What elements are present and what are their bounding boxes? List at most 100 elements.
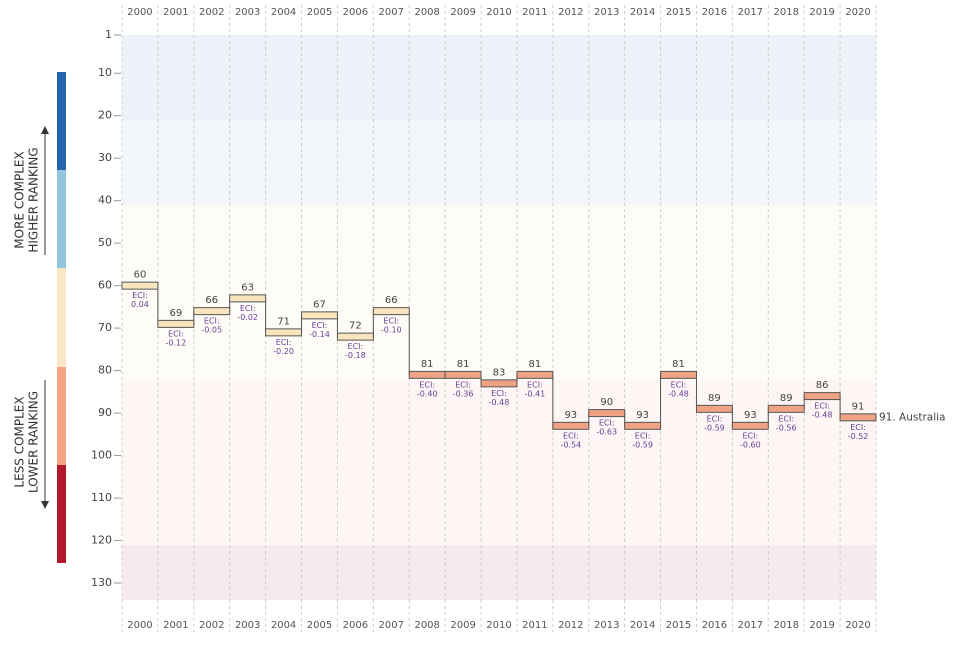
rank-step [121, 281, 159, 290]
x-tick-label: 2017 [738, 7, 763, 18]
eci-label: -0.59 [632, 440, 653, 449]
eci-prefix: ECI: [527, 380, 543, 389]
eci-label: -0.54 [560, 440, 581, 449]
eci-prefix: ECI: [348, 342, 364, 351]
x-tick-label: 2000 [127, 7, 152, 18]
rank-label: 83 [493, 367, 506, 378]
rank-step [480, 379, 518, 388]
rank-label: 71 [277, 316, 290, 327]
rank-step [336, 332, 374, 341]
side-label: LESS COMPLEX [13, 396, 27, 487]
y-tick-label: 1 [105, 28, 112, 41]
x-tick-label: 2013 [594, 620, 619, 631]
eci-label: -0.10 [381, 326, 402, 335]
y-tick-label: 70 [98, 321, 112, 334]
rank-step [767, 404, 805, 413]
rank-label: 89 [780, 393, 793, 404]
side-label: MORE COMPLEX [13, 151, 27, 248]
x-tick-label: 2005 [307, 620, 332, 631]
eci-label: -0.52 [848, 432, 869, 441]
y-tick-label: 120 [91, 534, 112, 547]
rank-step [839, 413, 877, 422]
eci-prefix: ECI: [742, 431, 758, 440]
x-tick-label: 2019 [809, 620, 834, 631]
rank-step [588, 409, 626, 418]
x-tick-label: 2010 [486, 620, 511, 631]
x-tick-label: 2011 [522, 620, 547, 631]
y-tick-label: 80 [98, 364, 112, 377]
x-tick-label: 2007 [379, 620, 404, 631]
end-label: 91. Australia [879, 411, 945, 423]
x-tick-label: 2015 [666, 620, 691, 631]
rank-label: 72 [349, 321, 362, 332]
y-tick-label: 50 [98, 236, 112, 249]
rank-label: 93 [636, 410, 649, 421]
x-tick-label: 2010 [486, 7, 511, 18]
eci-prefix: ECI: [707, 414, 723, 423]
rank-label: 67 [313, 299, 326, 310]
y-tick-label: 90 [98, 406, 112, 419]
x-tick-label: 2004 [271, 7, 296, 18]
rank-label: 93 [744, 410, 757, 421]
rank-label: 63 [241, 282, 254, 293]
eci-prefix: ECI: [455, 380, 471, 389]
x-tick-label: 2008 [414, 7, 439, 18]
eci-label: -0.18 [345, 351, 366, 360]
eci-prefix: ECI: [419, 380, 435, 389]
eci-prefix: ECI: [312, 321, 328, 330]
x-tick-label: 2000 [127, 620, 152, 631]
x-tick-label: 2004 [271, 620, 296, 631]
x-tick-label: 2016 [702, 7, 727, 18]
rank-step [552, 421, 590, 430]
eci-label: -0.40 [417, 389, 438, 398]
x-tick-label: 2017 [738, 620, 763, 631]
side-label: HIGHER RANKING [27, 147, 41, 252]
x-tick-label: 2019 [809, 7, 834, 18]
eci-label: -0.41 [525, 389, 546, 398]
eci-prefix: ECI: [850, 423, 866, 432]
rank-step [516, 370, 554, 379]
rank-step [157, 319, 195, 328]
side-legend [41, 72, 66, 563]
rank-step [408, 370, 446, 379]
x-tick-label: 2020 [845, 620, 870, 631]
eci-label: -0.63 [596, 428, 617, 437]
x-tick-label: 2005 [307, 7, 332, 18]
y-tick-label: 30 [98, 151, 112, 164]
rank-label: 81 [529, 359, 542, 370]
eci-prefix: ECI: [671, 380, 687, 389]
x-tick-label: 2016 [702, 620, 727, 631]
x-tick-label: 2001 [163, 620, 188, 631]
x-tick-label: 2014 [630, 620, 655, 631]
rank-step [803, 392, 841, 401]
x-tick-label: 2008 [414, 620, 439, 631]
eci-prefix: ECI: [778, 414, 794, 423]
eci-label: -0.60 [740, 440, 761, 449]
rank-label: 89 [708, 393, 721, 404]
eci-label: -0.12 [166, 338, 187, 347]
eci-label: -0.36 [453, 389, 474, 398]
rank-label: 91 [852, 401, 865, 412]
x-tick-label: 2014 [630, 7, 655, 18]
eci-label: -0.48 [489, 398, 510, 407]
y-tick-label: 110 [91, 491, 112, 504]
x-tick-label: 2013 [594, 7, 619, 18]
rank-label: 66 [385, 295, 398, 306]
eci-prefix: ECI: [204, 317, 220, 326]
background [122, 35, 876, 600]
eci-label: -0.48 [668, 389, 689, 398]
eci-prefix: ECI: [240, 304, 256, 313]
x-tick-label: 2007 [379, 7, 404, 18]
y-tick-label: 10 [98, 66, 112, 79]
x-tick-label: 2020 [845, 7, 870, 18]
rank-label: 69 [169, 308, 182, 319]
rank-step [301, 311, 338, 320]
x-tick-label: 2018 [774, 620, 799, 631]
rank-label: 93 [564, 410, 577, 421]
eci-prefix: ECI: [599, 419, 615, 428]
eci-prefix: ECI: [383, 317, 399, 326]
x-tick-label: 2011 [522, 7, 547, 18]
rank-label: 81 [421, 359, 434, 370]
rank-step [624, 421, 662, 430]
